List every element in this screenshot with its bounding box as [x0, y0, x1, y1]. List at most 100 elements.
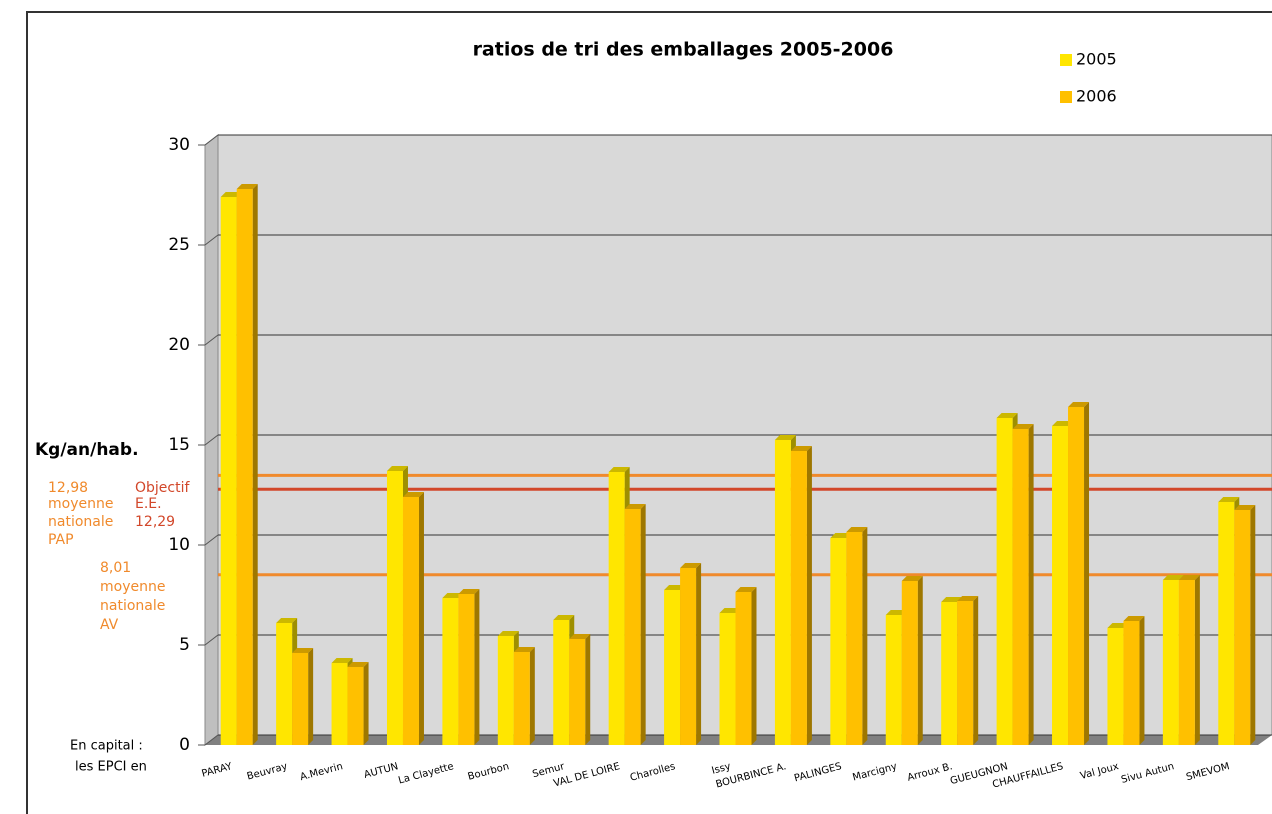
reference-note: PAP — [48, 532, 74, 548]
bar-side — [1139, 616, 1145, 745]
y-tick-label: 15 — [168, 435, 190, 455]
bar — [569, 639, 586, 745]
bar-top — [276, 618, 298, 623]
reference-label: 12,98 — [48, 480, 88, 496]
bar-side — [751, 587, 757, 745]
bar — [347, 667, 364, 745]
bar-side — [696, 563, 702, 745]
bar-top — [885, 610, 907, 615]
y-tick-label: 20 — [168, 335, 190, 355]
bar — [1052, 426, 1069, 745]
bar — [790, 451, 807, 745]
x-tick-label: Marcigny — [851, 761, 898, 783]
bar-side — [363, 662, 369, 745]
bar-side — [474, 589, 480, 745]
legend-swatch — [1060, 91, 1072, 103]
y-tick-label: 10 — [168, 535, 190, 555]
bar — [402, 497, 419, 745]
bar-side — [1084, 402, 1090, 745]
bar-top — [680, 563, 702, 568]
bar-top — [996, 413, 1018, 418]
bar — [1162, 580, 1179, 745]
bar-top — [442, 593, 464, 598]
bar-top — [1012, 424, 1034, 429]
bar-top — [774, 435, 796, 440]
bar-side — [585, 634, 591, 745]
bar-top — [624, 504, 646, 509]
grid-diag — [204, 634, 219, 646]
reference-note: E.E. — [135, 496, 162, 512]
bar-top — [1068, 402, 1090, 407]
bar — [1068, 407, 1085, 745]
bar — [220, 197, 237, 745]
x-tick-label: Val Joux — [1079, 761, 1120, 782]
x-tick-label: Beuvray — [246, 761, 289, 782]
x-tick-label: Arroux B. — [906, 761, 954, 784]
bar-top — [331, 658, 353, 663]
legend-swatch — [1060, 54, 1072, 66]
grid-diag — [204, 134, 219, 146]
bar-top — [901, 576, 923, 581]
bar-top — [1218, 497, 1240, 502]
grid-diag — [204, 434, 219, 446]
bar — [513, 652, 530, 745]
footnote: En capital : — [70, 739, 143, 754]
bar-top — [220, 192, 242, 197]
bar-top — [830, 533, 852, 538]
x-tick-label: Issy — [711, 761, 733, 777]
legend-label: 2006 — [1076, 87, 1117, 106]
bar-side — [806, 446, 812, 745]
grid-diag — [204, 534, 219, 546]
bar-side — [1250, 505, 1256, 745]
x-tick-label: PARAY — [201, 761, 235, 780]
bar-top — [402, 492, 424, 497]
bar-side — [917, 576, 923, 745]
bar — [1123, 621, 1140, 745]
bar — [957, 601, 974, 745]
bar — [735, 592, 752, 745]
y-tick-label: 30 — [168, 135, 190, 155]
bar — [1178, 580, 1195, 745]
bar — [719, 613, 736, 745]
bar — [386, 471, 403, 745]
x-tick-label: PALINGES — [793, 761, 843, 784]
bar-top — [553, 615, 575, 620]
bar — [458, 594, 475, 745]
bar — [846, 532, 863, 745]
bar-top — [1234, 505, 1256, 510]
chart-title: ratios de tri des emballages 2005-2006 — [473, 39, 894, 61]
bar-top — [1162, 575, 1184, 580]
bar-top — [1052, 421, 1074, 426]
frame — [26, 11, 1272, 814]
bar-top — [292, 648, 314, 653]
reference-note: nationale — [100, 598, 165, 614]
bar-side — [418, 492, 424, 745]
bar — [996, 418, 1013, 745]
y-tick-label: 5 — [179, 635, 190, 655]
bar-top — [497, 631, 519, 636]
bar-top — [608, 467, 630, 472]
x-tick-label: Charolles — [629, 761, 677, 784]
bar — [497, 636, 514, 745]
bar-top — [941, 597, 963, 602]
bar — [276, 623, 293, 745]
bar — [553, 620, 570, 745]
bar — [1012, 429, 1029, 745]
bar — [1107, 628, 1124, 745]
bar-side — [308, 648, 314, 745]
reference-label: 8,01 — [100, 560, 131, 576]
bar-side — [862, 527, 868, 745]
bar-top — [664, 585, 686, 590]
bar — [624, 509, 641, 745]
bar-side — [1194, 575, 1200, 745]
y-tick-label: 25 — [168, 235, 190, 255]
bar — [774, 440, 791, 745]
bar-top — [1107, 623, 1129, 628]
bar — [941, 602, 958, 745]
legend-label: 2005 — [1076, 50, 1117, 69]
bar — [885, 615, 902, 745]
bar-side — [252, 184, 258, 745]
x-tick-label: Sivu Autun — [1120, 761, 1175, 786]
bar-top — [513, 647, 535, 652]
